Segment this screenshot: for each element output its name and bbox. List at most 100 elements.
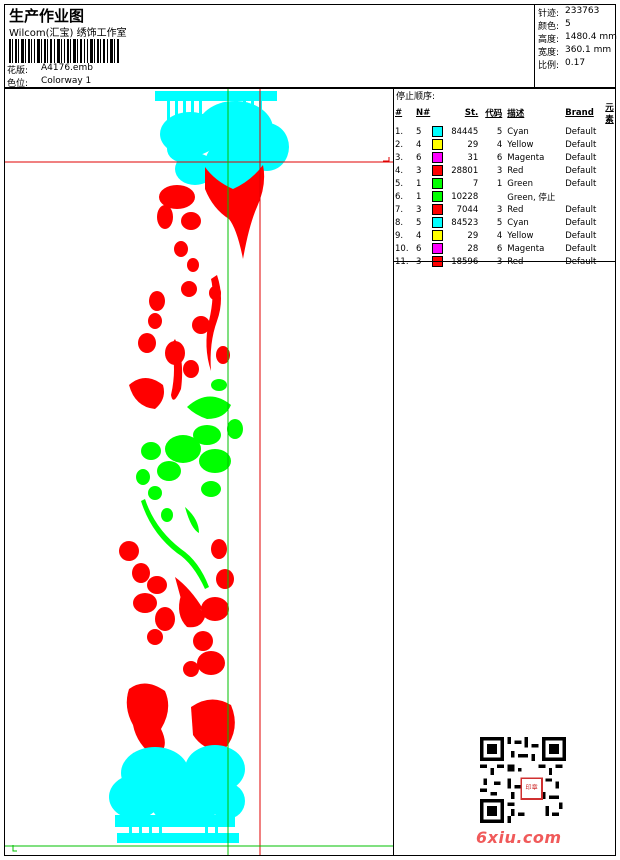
color-swatch [432,126,444,137]
row-swatch [431,125,447,138]
table-row: 10. 6 28 6 Magenta Default [394,242,615,255]
row-code: 6 [496,243,503,254]
row-brand: Default [565,152,597,163]
row-description: Yellow [507,139,534,150]
row-stitches: 29 [467,230,479,241]
row-description: Green, 停止 [507,192,556,203]
row-needle: 5 [416,126,422,137]
row-stitches: 7 [472,178,479,189]
table-row: 7. 3 7044 3 Red Default [394,203,615,216]
colorway-label: 色位: [7,79,29,89]
stop-sequence-panel: 停止顺序: # N# St. 代码 描述 Brand 元素 1. 5 84445 5 C… [393,88,616,267]
table-row: 6. 1 10228 Green, 停止 [394,190,615,203]
col-header-stitches: St. [464,108,479,118]
row-needle: 1 [416,191,422,202]
row-brand: Default [565,243,597,254]
design-label: 花版: [7,66,29,76]
row-code: 5 [496,217,503,228]
row-description: Green [507,178,533,189]
color-swatch [432,243,444,254]
row-needle: 5 [416,217,422,228]
table-row: 4. 3 28801 3 Red Default [394,164,615,177]
color-swatch [432,230,444,241]
row-swatch [431,164,447,177]
row-brand: Default [565,178,597,189]
col-header-brand: Brand [565,108,594,118]
row-needle: 4 [416,230,422,241]
col-header-index: # [395,108,403,118]
row-needle: 6 [416,152,422,163]
header-info: 生产作业图 Wilcom(汇宝) 绣饰工作室 花版: A4176.emb 色位:… [5,5,533,89]
embroidery-artwork [5,89,393,855]
row-brand: Default [565,126,597,137]
row-brand: Default [565,139,597,150]
colorway-value: Colorway 1 [41,76,92,86]
color-swatch [432,152,444,163]
row-element [604,216,615,229]
table-row: 1. 5 84445 5 Cyan Default [394,125,615,138]
col-header-code: 代码 [485,109,503,119]
row-needle: 1 [416,178,422,189]
row-index: 2. [395,139,404,150]
red-upper-motif [129,165,265,409]
color-swatch [432,139,444,150]
stop-sequence-title: 停止顺序: [396,92,436,102]
row-needle: 3 [416,165,422,176]
row-brand: Default [565,230,597,241]
table-row: 8. 5 84523 5 Cyan Default [394,216,615,229]
row-index: 9. [395,230,404,241]
stop-sequence-rows: 1. 5 84445 5 Cyan Default 2. 4 29 4 Yellow Default 3… [394,125,615,268]
row-code: 5 [496,126,503,137]
row-stitches: 28801 [451,165,479,176]
row-stitches: 84445 [451,126,479,137]
row-needle: 4 [416,139,422,150]
row-swatch [431,190,447,203]
table-header-row: # N# St. 代码 描述 Brand 元素 [394,101,615,125]
row-index: 10. [395,243,409,254]
cyan-top-motif [155,91,289,190]
row-code [479,190,506,203]
row-element [604,125,615,138]
spec-scale: 比例: 0.17 [538,58,586,71]
row-code: 4 [496,230,503,241]
spec-width: 宽度: 360.1 mm [538,45,612,58]
page-title: 生产作业图 [9,7,85,25]
row-brand [564,190,604,203]
table-row: 3. 6 31 6 Magenta Default [394,151,615,164]
row-code: 4 [496,139,503,150]
seal-text: 印章 [525,783,537,791]
col-header-swatch [431,101,447,125]
notes-panel [393,261,616,856]
row-needle: 3 [416,204,422,215]
row-stitches: 84523 [451,217,479,228]
color-swatch [432,178,444,189]
row-swatch [431,216,447,229]
design-preview [4,88,394,856]
row-index: 3. [395,152,404,163]
row-description: Magenta [507,152,545,163]
table-row: 9. 4 29 4 Yellow Default [394,229,615,242]
row-description: Cyan [507,217,529,228]
color-swatch [432,191,444,202]
spec-colors: 颜色: 5 [538,19,571,32]
row-element [604,190,615,203]
row-description: Yellow [507,230,534,241]
row-code: 3 [496,165,503,176]
stop-sequence-table: # N# St. 代码 描述 Brand 元素 1. 5 84445 5 Cyan Def… [394,101,615,268]
row-index: 6. [395,191,404,202]
row-stitches: 10228 [451,191,479,202]
row-code: 1 [496,178,503,189]
row-index: 4. [395,165,404,176]
site-watermark: 6xiu.com [476,828,562,847]
row-swatch [431,242,447,255]
col-header-description: 描述 [507,109,525,119]
row-element [604,164,615,177]
color-swatch [432,165,444,176]
table-row: 5. 1 7 1 Green Default [394,177,615,190]
table-row: 2. 4 29 4 Yellow Default [394,138,615,151]
row-element [604,242,615,255]
row-brand: Default [565,217,597,228]
row-element [604,229,615,242]
col-header-element: 元素 [605,103,614,125]
row-element [604,177,615,190]
